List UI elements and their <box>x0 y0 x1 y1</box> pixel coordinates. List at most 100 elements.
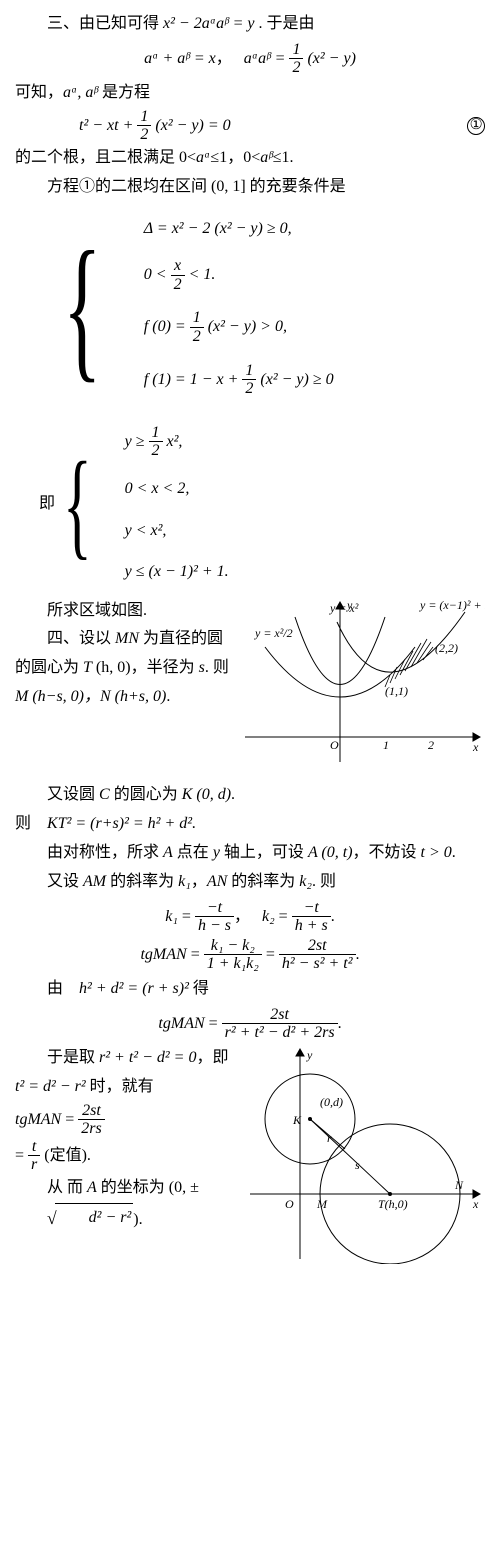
text: 轴上，可设 <box>220 844 308 861</box>
text: 四、设以 <box>47 630 115 647</box>
sym: k₁ <box>178 873 191 890</box>
text: (h, 0)，半径为 <box>92 659 199 676</box>
curve1-label: y = x²/2 <box>254 626 293 640</box>
eq-tg-subst: tgMAN = 2str² + t² − d² + 2rs. <box>15 1006 485 1042</box>
text: 的坐标为 (0, ± <box>97 1179 199 1196</box>
curve2-label: y = x² <box>329 601 359 615</box>
p-symmetry: 由对称性，所求 A 点在 y 轴上，可设 A (0, t)，不妨设 t > 0. <box>15 839 485 868</box>
r-label: r <box>327 1131 332 1145</box>
text: 从 而 <box>47 1179 87 1196</box>
sym: AN <box>207 873 227 890</box>
origin: O <box>330 738 339 752</box>
text: 则 <box>15 815 47 832</box>
lhs: tgMAN <box>140 946 186 963</box>
text: ， <box>191 873 207 890</box>
text: . 于是由 <box>259 15 315 32</box>
k2: k₂ <box>262 907 275 924</box>
sym: A <box>87 1179 97 1196</box>
sym: M (h−s, 0)，N (h+s, 0) <box>15 688 166 705</box>
eq-pre: t² − xt + <box>79 117 137 134</box>
eq-number-1: ① <box>467 117 485 135</box>
text: . <box>452 844 456 861</box>
text: 又设 <box>47 873 83 890</box>
x-axis: x <box>472 1197 479 1211</box>
text: 的斜率为 <box>106 873 178 890</box>
sym: aᵝ <box>260 149 273 166</box>
text: . <box>166 688 170 705</box>
T-label: T(h,0) <box>378 1197 408 1211</box>
figure-1: y = x²/2 y = x² y = (x−1)² + 1 (1,1) (2,… <box>235 597 485 778</box>
text: 可知， <box>15 84 63 101</box>
eq: x² − 2aᵅaᵝ = y <box>163 15 255 32</box>
p-known: 可知，aᵅ, aᵝ 是方程 <box>15 79 485 108</box>
sym: A (0, t) <box>308 844 353 861</box>
frac-t-r: tr <box>28 1138 40 1174</box>
eq: t² = d² − r² <box>15 1078 86 1095</box>
text: 的圆心为 <box>110 786 182 803</box>
system-2-row: 即 { y ≥ 12 x², 0 < x < 2, y < x², y ≤ (x… <box>39 412 485 597</box>
eq: h² + d² = (r + s)² <box>79 980 189 997</box>
text: 方程①的二根均在区间 (0, 1] 的充要条件是 <box>47 178 346 195</box>
pt-11: (1,1) <box>385 684 408 698</box>
p-roots: 的二个根，且二根满足 0<aᵅ≤1，0<aᵝ≤1. <box>15 144 485 173</box>
cond-vertex: 0 < x2 < 1. <box>144 257 334 293</box>
const-val: (定值). <box>40 1147 91 1164</box>
x-axis: x <box>472 740 479 754</box>
text: 是方程 <box>98 84 150 101</box>
pt-22: (2,2) <box>435 641 458 655</box>
text: . 则 <box>312 873 336 890</box>
text: 的二个根，且二根满足 0< <box>15 149 196 166</box>
text: ≤1，0< <box>210 149 260 166</box>
k1: k₁ <box>165 907 178 924</box>
origin: O <box>285 1197 294 1211</box>
eq-tan-man: tgMAN = k₁ − k₂1 + k₁k₂ = 2sth² − s² + t… <box>15 937 485 973</box>
y-axis: y <box>346 598 353 612</box>
frac-half: 12 <box>242 362 256 398</box>
eq-right-post: (x² − y) <box>303 50 355 67</box>
text: 所求区域如图. <box>47 602 147 619</box>
K-coord: (0,d) <box>320 1095 343 1109</box>
cond-discriminant: Δ = x² − 2 (x² − y) ≥ 0, <box>144 216 334 242</box>
eq: r² + t² − d² = 0 <box>99 1049 196 1066</box>
text: 点在 <box>173 844 213 861</box>
problem-3-intro: 三、由已知可得 x² − 2aᵅaᵝ = y . 于是由 <box>15 10 485 39</box>
text: 三、由已知可得 <box>47 15 163 32</box>
eq-k1-k2: k₁ = −th − s， k₂ = −th + s. <box>15 899 485 935</box>
sym: C <box>99 786 110 803</box>
text: 于是取 <box>47 1049 99 1066</box>
sym: AM <box>83 873 106 890</box>
s-label: s <box>355 1158 360 1172</box>
sym: aᵅ, aᵝ <box>63 84 98 101</box>
sym: K (0, d) <box>182 786 231 803</box>
p-subst: 由 h² + d² = (r + s)² 得 <box>15 975 485 1004</box>
simp-4: y ≤ (x − 1)² + 1. <box>125 559 229 585</box>
frac-half: 12 <box>190 309 204 345</box>
eq: KT² = (r+s)² = h² + d². <box>47 815 196 832</box>
tick-2: 2 <box>428 738 434 752</box>
text: 由 <box>47 980 79 997</box>
simp-1: y ≥ 12 x², <box>125 424 229 460</box>
sym: t > 0 <box>421 844 452 861</box>
frac-2st-2rs: 2st2rs <box>78 1102 104 1138</box>
simp-2: 0 < x < 2, <box>125 476 229 502</box>
eq-quadratic: t² − xt + 12 (x² − y) = 0 ① <box>15 108 485 144</box>
eq-left: aᵅ + aᵝ = x <box>144 50 216 67</box>
frac-half: 12 <box>149 424 163 460</box>
eq-viete: aᵅ + aᵝ = x， aᵅaᵝ = 12 (x² − y) <box>15 41 485 77</box>
eq-post: (x² − y) = 0 <box>151 117 230 134</box>
eq-right-pre: aᵅaᵝ = <box>244 50 290 67</box>
frac-k1: −th − s <box>195 899 234 935</box>
sym: k₂ <box>299 873 312 890</box>
system-1: { Δ = x² − 2 (x² − y) ≥ 0, 0 < x2 < 1. f… <box>63 208 485 406</box>
y-axis: y <box>306 1048 313 1062</box>
text: 得 <box>189 980 209 997</box>
sym: MN <box>115 630 139 647</box>
sym: T <box>83 659 92 676</box>
ie-label: 即 <box>39 490 55 519</box>
lhs: tgMAN <box>15 1110 61 1127</box>
p-slopes: 又设 AM 的斜率为 k₁，AN 的斜率为 k₂. 则 <box>15 868 485 897</box>
frac-half: 12 <box>137 108 151 144</box>
cond-f1: f (1) = 1 − x + 12 (x² − y) ≥ 0 <box>144 362 334 398</box>
text: ≤1. <box>273 149 294 166</box>
frac: x2 <box>171 257 185 293</box>
